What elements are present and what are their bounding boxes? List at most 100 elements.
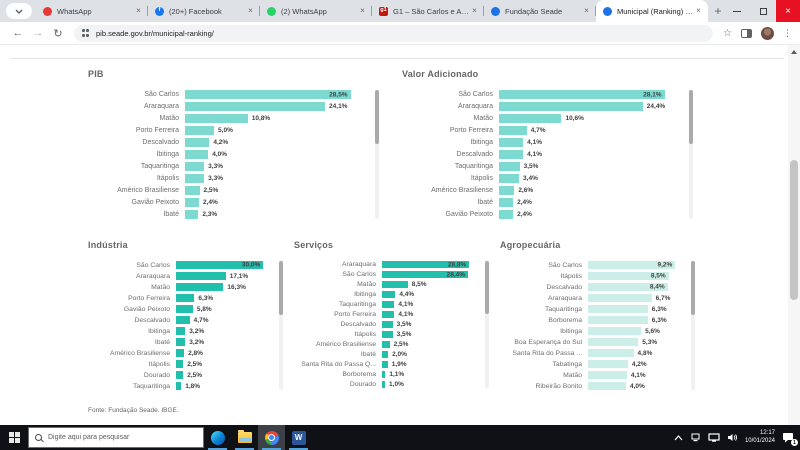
browser-tab[interactable]: f (20+) Facebook ×: [148, 0, 260, 22]
chart-scrollbar[interactable]: [375, 90, 379, 219]
bar[interactable]: [382, 281, 408, 288]
bar[interactable]: [382, 351, 389, 358]
bar[interactable]: [185, 174, 205, 183]
bar[interactable]: [176, 316, 190, 324]
bar[interactable]: 28,5%: [185, 90, 351, 99]
tab-close-icon[interactable]: ×: [360, 5, 365, 15]
bar[interactable]: [176, 349, 185, 357]
browser-tab[interactable]: g1 G1 – São Carlos e Araraquar...×: [372, 0, 484, 22]
bar[interactable]: [382, 301, 395, 308]
volume-tray-icon[interactable]: [727, 433, 738, 442]
bar[interactable]: [588, 349, 634, 357]
network-tray-icon[interactable]: [708, 433, 720, 442]
bar[interactable]: [176, 327, 186, 335]
address-bar[interactable]: pib.seade.gov.br/municipal-ranking/: [74, 24, 714, 42]
tab-close-icon[interactable]: ×: [584, 5, 589, 15]
tab-close-icon[interactable]: ×: [248, 5, 253, 15]
page-scrollbar-thumb[interactable]: [790, 160, 798, 300]
minimize-button[interactable]: [724, 0, 750, 22]
bar[interactable]: [185, 102, 326, 111]
forward-button[interactable]: →: [32, 27, 44, 39]
action-center-button[interactable]: 1: [782, 432, 798, 446]
bar[interactable]: [185, 126, 215, 135]
bar[interactable]: [382, 321, 393, 328]
page-scrollbar[interactable]: [788, 45, 800, 425]
bar[interactable]: 8,5%: [588, 272, 669, 280]
file-explorer-taskbar-button[interactable]: [231, 425, 258, 450]
scroll-up-arrow-icon[interactable]: [791, 50, 797, 54]
reload-button[interactable]: ↻: [53, 27, 63, 40]
bar[interactable]: [588, 382, 626, 390]
bar[interactable]: 30,0%: [176, 261, 264, 269]
browser-tab[interactable]: Fundação Seade ×: [484, 0, 596, 22]
bar[interactable]: [176, 283, 224, 291]
bar[interactable]: [499, 174, 520, 183]
taskbar-search-input[interactable]: Digite aqui para pesquisar: [28, 427, 204, 448]
word-taskbar-button[interactable]: W: [285, 425, 312, 450]
bar[interactable]: [499, 102, 643, 111]
side-panel-icon[interactable]: [741, 28, 752, 38]
browser-tab[interactable]: (2) WhatsApp ×: [260, 0, 372, 22]
bar[interactable]: [185, 186, 200, 195]
taskbar-clock[interactable]: 12:17 10/01/2024: [745, 430, 775, 445]
bar[interactable]: [176, 360, 184, 368]
edge-taskbar-button[interactable]: [204, 425, 231, 450]
bar[interactable]: [382, 331, 393, 338]
bar[interactable]: [499, 162, 520, 171]
bar[interactable]: [185, 114, 248, 123]
maximize-button[interactable]: [750, 0, 776, 22]
bar[interactable]: [499, 114, 562, 123]
site-info-icon[interactable]: [82, 29, 90, 37]
bar[interactable]: [499, 198, 514, 207]
bar[interactable]: [588, 327, 642, 335]
bar[interactable]: [176, 294, 195, 302]
bar[interactable]: [588, 316, 648, 324]
tab-close-icon[interactable]: ×: [136, 5, 141, 15]
new-tab-button[interactable]: +: [714, 4, 722, 18]
bar[interactable]: 9,2%: [588, 261, 676, 269]
browser-tab[interactable]: WhatsApp ×: [36, 0, 148, 22]
bar[interactable]: [185, 162, 205, 171]
bookmark-star-icon[interactable]: ☆: [723, 27, 732, 39]
bar[interactable]: [588, 294, 652, 302]
tab-close-icon[interactable]: ×: [472, 5, 477, 15]
bar[interactable]: [176, 371, 184, 379]
bar[interactable]: 28,4%: [382, 271, 469, 278]
bar[interactable]: [185, 210, 199, 219]
bar[interactable]: [382, 381, 386, 388]
bar[interactable]: [588, 360, 628, 368]
onedrive-tray-icon[interactable]: [690, 433, 701, 442]
bar[interactable]: [185, 150, 209, 159]
bar[interactable]: [499, 126, 527, 135]
bar[interactable]: [499, 150, 524, 159]
close-button[interactable]: ×: [776, 0, 800, 22]
chart-scrollbar[interactable]: [279, 261, 283, 390]
bar[interactable]: [499, 138, 524, 147]
bar[interactable]: [588, 338, 639, 346]
bar[interactable]: 8,4%: [588, 283, 668, 291]
bar[interactable]: [499, 186, 515, 195]
bar[interactable]: [176, 382, 182, 390]
menu-kebab-icon[interactable]: ⋮: [783, 27, 792, 38]
chart-scrollbar[interactable]: [691, 261, 695, 390]
bar[interactable]: [382, 311, 395, 318]
browser-tab[interactable]: Municipal (Ranking) – Seade×: [596, 0, 708, 22]
chart-scrollbar[interactable]: [485, 261, 489, 388]
bar[interactable]: [382, 361, 388, 368]
bar[interactable]: [176, 272, 226, 280]
start-button[interactable]: [0, 425, 28, 450]
chart-scrollbar[interactable]: [689, 90, 693, 219]
bar[interactable]: [176, 305, 193, 313]
back-button[interactable]: ←: [12, 27, 24, 39]
bar[interactable]: 28,8%: [382, 261, 470, 268]
bar[interactable]: [382, 371, 386, 378]
bar[interactable]: [382, 291, 396, 298]
bar[interactable]: [588, 371, 627, 379]
bar[interactable]: [176, 338, 186, 346]
profile-avatar[interactable]: [761, 26, 774, 40]
bar[interactable]: [588, 305, 648, 313]
bar[interactable]: [185, 198, 199, 207]
tab-search-button[interactable]: [6, 3, 32, 19]
bar[interactable]: [382, 341, 390, 348]
tab-close-icon[interactable]: ×: [696, 5, 701, 15]
